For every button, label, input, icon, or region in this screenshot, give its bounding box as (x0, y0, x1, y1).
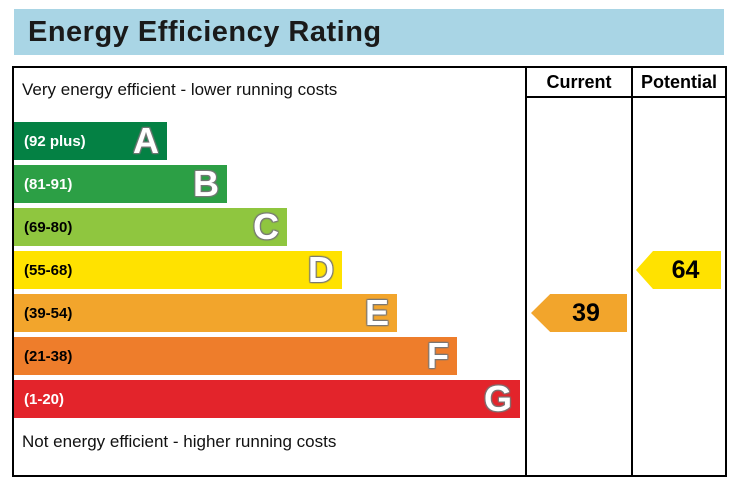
potential-column: Potential (631, 68, 725, 475)
band-range-label: (21-38) (24, 347, 73, 365)
band-range-label: (1-20) (24, 390, 65, 408)
band-letter: G (483, 378, 512, 419)
band-letter: B (193, 163, 219, 204)
band-range-label: (92 plus) (24, 132, 86, 150)
band-range-label: (81-91) (24, 175, 73, 193)
band-c: (69-80) C (14, 208, 287, 246)
band-letter: F (427, 335, 449, 376)
page-title: Energy Efficiency Rating (14, 9, 724, 55)
bottom-caption: Not energy efficient - higher running co… (22, 432, 337, 451)
energy-efficiency-chart: Very energy efficient - lower running co… (12, 66, 727, 477)
potential-rating-arrow: 64 (636, 251, 721, 289)
band-letter: A (133, 120, 159, 161)
band-b: (81-91) B (14, 165, 227, 203)
band-letter: D (308, 249, 334, 290)
band-range-label: (55-68) (24, 261, 73, 279)
band-g: (1-20) G (14, 380, 520, 418)
band-e: (39-54) E (14, 294, 397, 332)
current-column-header: Current (527, 68, 631, 98)
band-range-label: (39-54) (24, 304, 73, 322)
top-caption: Very energy efficient - lower running co… (22, 80, 338, 99)
band-letter: C (253, 206, 279, 247)
band-d: (55-68) D (14, 251, 342, 289)
band-letter: E (364, 292, 389, 333)
band-a: (92 plus) A (14, 122, 167, 160)
current-column: Current (525, 68, 631, 475)
current-rating-arrow: 39 (531, 294, 627, 332)
band-f: (21-38) F (14, 337, 457, 375)
potential-column-header: Potential (633, 68, 725, 98)
band-range-label: (69-80) (24, 218, 73, 236)
